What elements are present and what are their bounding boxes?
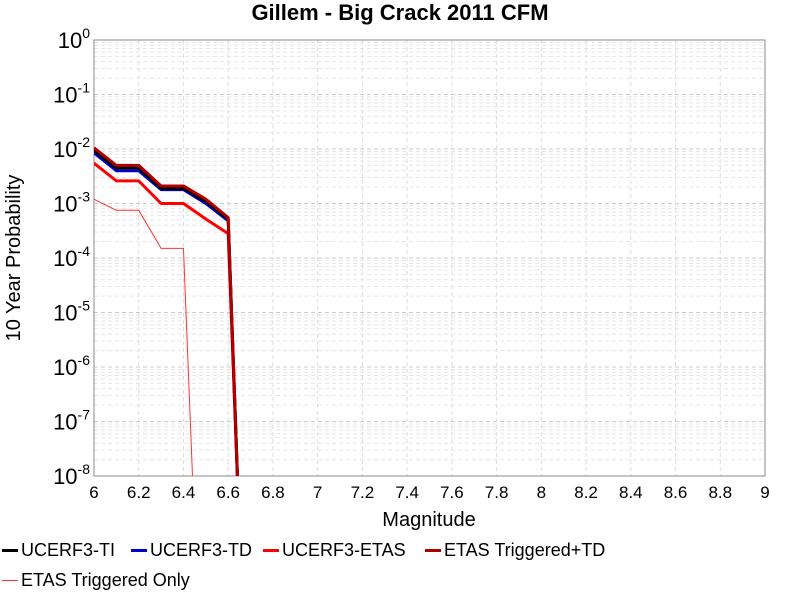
x-tick-label: 7.2 [351,483,375,502]
y-tick-label: 10-4 [53,243,90,271]
x-tick-label: 6.4 [172,483,196,502]
x-tick-label: 7.6 [440,483,464,502]
y-tick-label: 10-8 [53,461,90,489]
legend-swatch [2,549,18,552]
x-tick-label: 6.8 [261,483,285,502]
legend-label: UCERF3-TD [150,540,252,560]
x-tick-label: 7 [313,483,322,502]
x-tick-label: 8.8 [708,483,732,502]
y-tick-label: 10-3 [53,189,90,217]
y-tick-label: 100 [58,25,90,53]
legend-item: UCERF3-TD [131,540,252,561]
y-tick-label: 10-6 [53,352,90,380]
x-tick-label: 8.6 [664,483,688,502]
x-tick-label: 8.2 [574,483,598,502]
y-tick-labels: 100 10-1 10-2 10-3 10-4 10-5 10-6 10-7 10-8 [53,25,90,489]
series-line-2 [94,161,239,476]
x-tick-label: 8.4 [619,483,643,502]
series-line-4 [94,198,193,476]
x-tick-label: 8 [537,483,546,502]
x-axis-label: Magnitude [382,509,475,531]
legend-label: ETAS Triggered Only [21,570,190,590]
y-axis-label: 10 Year Probability [3,175,25,342]
legend-label: ETAS Triggered+TD [444,540,606,560]
legend-item: UCERF3-ETAS [263,540,406,561]
legend-item: ETAS Triggered+TD [425,540,605,561]
plot-frame [93,39,766,477]
legend-label: UCERF3-ETAS [282,540,406,560]
legend: UCERF3-TI UCERF3-TD UCERF3-ETAS ETAS Trigge… [0,536,800,600]
y-tick-label: 10-2 [53,134,90,162]
y-tick-label: 10-1 [53,80,90,108]
y-tick-label: 10-7 [53,407,90,435]
x-tick-labels: 6 6.2 6.4 6.6 6.8 7 7.2 7.4 7.6 7.8 8 8.2 8.4 8.6 8.8 9 [89,483,769,502]
chart: Gillem - Big Crack 2011 CFM 6 6.2 6.4 6.6 6.… [3,0,770,531]
x-tick-label: 7.8 [485,483,509,502]
legend-swatch [2,580,18,581]
series-layer [94,146,239,476]
grid [94,40,765,476]
legend-label: UCERF3-TI [21,540,115,560]
x-tick-label: 6.6 [216,483,240,502]
series-line-3 [94,146,239,476]
x-tick-label: 6 [89,483,98,502]
x-tick-label: 7.4 [395,483,419,502]
x-tick-label: 6.2 [127,483,151,502]
x-tick-label: 9 [760,483,769,502]
legend-item: UCERF3-TI [2,540,115,561]
legend-swatch [263,549,279,552]
legend-swatch [425,549,441,552]
y-tick-label: 10-5 [53,298,90,326]
legend-item: ETAS Triggered Only [2,570,190,591]
legend-swatch [131,549,147,552]
chart-title: Gillem - Big Crack 2011 CFM [251,0,548,25]
